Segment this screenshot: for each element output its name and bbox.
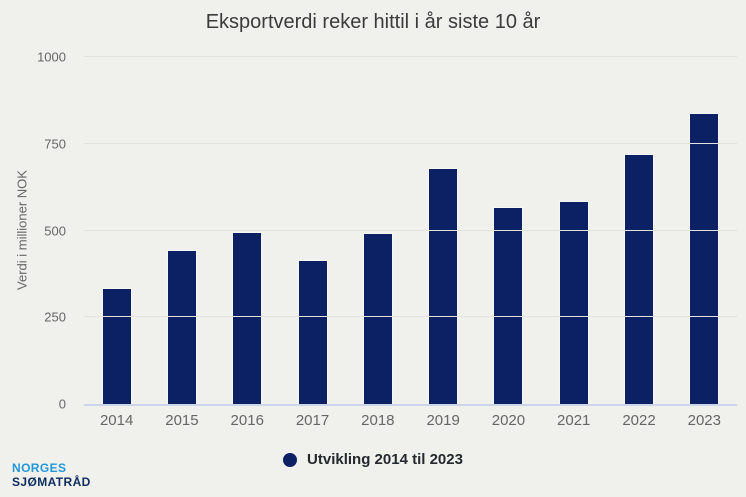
x-tick-label-2018: 2018 [361, 412, 395, 429]
y-tick-label-750: 750 [44, 136, 66, 152]
bar-2023 [689, 112, 720, 404]
bar-column-2018 [345, 57, 410, 404]
bar-column-2020 [476, 57, 541, 404]
brand-logo-line1: NORGES [12, 461, 67, 475]
bar-column-2015 [149, 57, 214, 404]
bar-2016 [232, 232, 263, 404]
bar-column-2017 [280, 57, 345, 404]
bar-column-2021 [541, 57, 606, 404]
bar-2021 [558, 201, 589, 404]
chart-title: Eksportverdi reker hittil i år siste 10 … [205, 11, 541, 33]
y-tick-label-0: 0 [58, 396, 66, 412]
x-tick-label-2022: 2022 [622, 412, 656, 429]
x-tick-label-2016: 2016 [230, 412, 264, 429]
x-tick-label-2017: 2017 [295, 412, 330, 429]
bar-2022 [624, 154, 655, 404]
bar-2018 [362, 232, 393, 404]
plot-area [84, 56, 737, 406]
y-tick-label-500: 500 [44, 223, 66, 238]
bar-column-2023 [672, 57, 737, 404]
legend-label: Utvikling 2014 til 2023 [307, 451, 463, 468]
bar-2019 [428, 168, 459, 404]
bars-container [84, 57, 737, 404]
y-tick-label-250: 250 [44, 309, 66, 325]
bar-column-2016 [215, 57, 280, 404]
bar-2014 [101, 287, 132, 404]
bar-2017 [297, 260, 328, 404]
x-tick-label-2014: 2014 [99, 412, 134, 429]
brand-logo-line2: SJØMATRÅD [12, 475, 91, 489]
bar-column-2014 [84, 57, 149, 404]
gridline-750 [84, 142, 737, 144]
bar-column-2022 [606, 57, 671, 404]
bar-2020 [493, 207, 524, 404]
gridline-1000 [84, 56, 737, 57]
x-tick-label-2021: 2021 [557, 412, 591, 429]
gridline-500 [84, 229, 737, 231]
gridline-250 [84, 316, 737, 318]
x-tick-label-2020: 2020 [491, 412, 526, 429]
brand-logo: NORGES SJØMATRÅD [12, 461, 91, 489]
x-tick-label-2019: 2019 [426, 412, 460, 429]
x-tick-label-2015: 2015 [165, 412, 199, 429]
x-tick-label-2023: 2023 [687, 412, 721, 429]
legend-circle-marker-icon [283, 452, 298, 467]
bar-2015 [166, 249, 197, 404]
x-axis-tick-labels: 2014 2015 2016 2017 2018 2019 2020 2021 2022 2023 [84, 412, 737, 429]
y-tick-label-1000: 1000 [37, 49, 66, 65]
legend-item[interactable]: Utvikling 2014 til 2023 [0, 451, 746, 468]
bar-column-2019 [410, 57, 475, 404]
y-axis-tick-labels: 0 250 500 750 1000 [0, 50, 74, 412]
